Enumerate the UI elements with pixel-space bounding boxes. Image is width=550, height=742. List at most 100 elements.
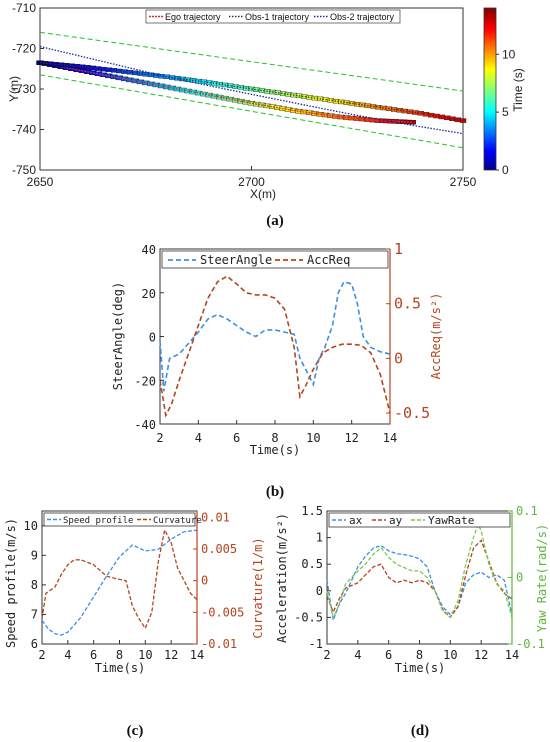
panel-c-axes-frame	[41, 510, 198, 645]
y-tick-label: -720	[12, 42, 36, 56]
x-tick-label: 12	[474, 648, 488, 662]
y-right-tick-label: 0	[394, 349, 403, 367]
y-tick-label: -0.5	[294, 610, 323, 624]
legend-yawrate-label: YawRate	[428, 514, 474, 527]
y-tick-label: 20	[142, 287, 156, 301]
y-tick-label: 6	[31, 637, 38, 651]
y-tick-label: 0	[149, 331, 156, 345]
x-tick-label: 6	[90, 648, 97, 662]
series-steerangle-line	[159, 280, 391, 392]
y-tick-label: -710	[12, 1, 36, 15]
y-right-tick-label: 0.005	[201, 542, 237, 556]
y-right-tick-label: 1	[394, 240, 403, 258]
caption-b: (b)	[266, 484, 284, 500]
panel-c-legend: Speed profile Curvature	[43, 512, 202, 527]
y-right-tick-label: 0.01	[201, 510, 230, 524]
panel-c-speed-curvature-plot: 2 4 6 8 10 12 14 10 9 8 7 6 0.01 0.005 0 -0.005 -0.01 Sp…	[4, 510, 265, 739]
y-tick-label: -1	[309, 637, 323, 651]
x-tick-label: 4	[64, 648, 71, 662]
y-tick-label: -40	[134, 418, 156, 432]
x-tick-label: 4	[354, 648, 361, 662]
panel-d-accel-yaw-plot: 2 4 6 8 10 12 14 1.5 1 0.5 0 -0.5 -1 0.1 0 -0.1 Acceler…	[275, 504, 549, 739]
panel-a-legend: Ego trajectory Obs-1 trajectory Obs-2 tr…	[145, 9, 401, 24]
x-tick-label: 8	[271, 431, 278, 445]
x-tick-label: 2	[156, 431, 163, 445]
y-right-tick-label: 0	[201, 574, 208, 588]
panel-d-axes-frame	[326, 510, 513, 645]
y-tick-label: 0.5	[301, 557, 323, 571]
legend-obs2-label: Obs-2 trajectory	[330, 12, 395, 22]
x-tick-label: 8	[116, 648, 123, 662]
legend-speed-label: Speed profile	[63, 516, 133, 526]
x-tick-label: 2	[38, 648, 45, 662]
y-tick-label: -740	[12, 123, 36, 137]
y-tick-label: 10	[24, 519, 38, 533]
series-accreq-line	[159, 275, 391, 418]
panel-c-ylabel-right: Curvature(1/m)	[251, 537, 265, 638]
y-tick-label: 1.5	[301, 504, 323, 518]
panel-d-ylabel: Acceleration(m/s²)	[275, 513, 289, 643]
y-tick-label: 40	[142, 243, 156, 257]
series-speed-profile-line	[41, 529, 198, 636]
y-tick-label: 1	[316, 531, 323, 545]
panel-b-legend: SteerAngle AccReq	[161, 250, 389, 269]
x-tick-label: 10	[443, 648, 457, 662]
x-tick-label: 14	[190, 648, 204, 662]
panel-d-legend: ax ay YawRate	[328, 512, 511, 528]
panel-b-axes-frame	[159, 248, 391, 425]
panel-c-xlabel: Time(s)	[95, 661, 146, 675]
y-right-tick-label: 0	[516, 571, 523, 585]
x-tick-label: 2	[323, 648, 330, 662]
series-obs-2-trajectory	[39, 45, 464, 135]
x-tick-label: 4	[195, 431, 202, 445]
y-tick-label: -750	[12, 163, 36, 177]
panel-a-lane-boundaries	[39, 31, 464, 149]
y-right-tick-label: 0.5	[394, 295, 421, 313]
y-tick-label: -20	[134, 374, 156, 388]
y-tick-label: -730	[12, 82, 36, 96]
legend-ax-label: ax	[349, 514, 363, 527]
y-right-tick-label: -0.005	[201, 605, 244, 619]
legend-curvature-label: Curvature	[153, 516, 202, 526]
colorbar-label: Time (s)	[511, 68, 525, 112]
trajectory-line	[39, 45, 464, 135]
x-tick-label: 2750	[450, 175, 477, 189]
caption-a: (a)	[266, 213, 284, 229]
y-right-tick-label: -0.1	[516, 637, 545, 651]
panel-d-ylabel-right: Yaw Rate(rad/s)	[535, 524, 549, 632]
panel-c-ylabel: Speed profile(m/s)	[4, 518, 18, 648]
panel-a-legend-box	[145, 9, 401, 24]
x-tick-label: 14	[383, 431, 397, 445]
colorbar-tick-label: 10	[502, 47, 516, 61]
x-tick-label: 12	[164, 648, 178, 662]
panel-d-xlabel: Time(s)	[395, 661, 446, 675]
trajectory-line	[39, 62, 413, 123]
x-tick-label: 8	[416, 648, 423, 662]
x-tick-label: 14	[505, 648, 519, 662]
x-tick-label: 10	[138, 648, 152, 662]
colorbar	[483, 7, 497, 171]
y-right-tick-label: 0.1	[516, 504, 538, 518]
x-tick-label: 12	[344, 431, 358, 445]
legend-ay-label: ay	[389, 514, 403, 527]
panel-c-legend-box	[43, 512, 196, 527]
series-curvature-line	[41, 528, 198, 630]
y-right-tick-label: -0.01	[201, 637, 237, 651]
lane-boundary-upper	[39, 31, 464, 92]
series-ego-trajectory	[36, 60, 416, 125]
y-right-tick-label: -0.5	[394, 404, 430, 422]
x-tick-label: 6	[233, 431, 240, 445]
legend-ego-label: Ego trajectory	[165, 12, 221, 22]
series-ax-line	[326, 544, 513, 623]
x-tick-label: 6	[385, 648, 392, 662]
caption-c: (c)	[127, 723, 144, 739]
x-tick-label: 10	[306, 431, 320, 445]
series-ay-line	[326, 539, 513, 619]
y-tick-label: 7	[31, 607, 38, 621]
legend-steer-label: SteerAngle	[200, 253, 272, 267]
colorbar-tick-label: 0	[502, 163, 509, 177]
colorbar-tick-label: 5	[502, 105, 509, 119]
panel-b-steer-accel-plot: 2 4 6 8 10 12 14 40 20 0 -20 -40 1 0.5 0 -0.5 SteerAngl…	[111, 240, 443, 500]
series-obs-1-trajectory	[36, 60, 467, 123]
